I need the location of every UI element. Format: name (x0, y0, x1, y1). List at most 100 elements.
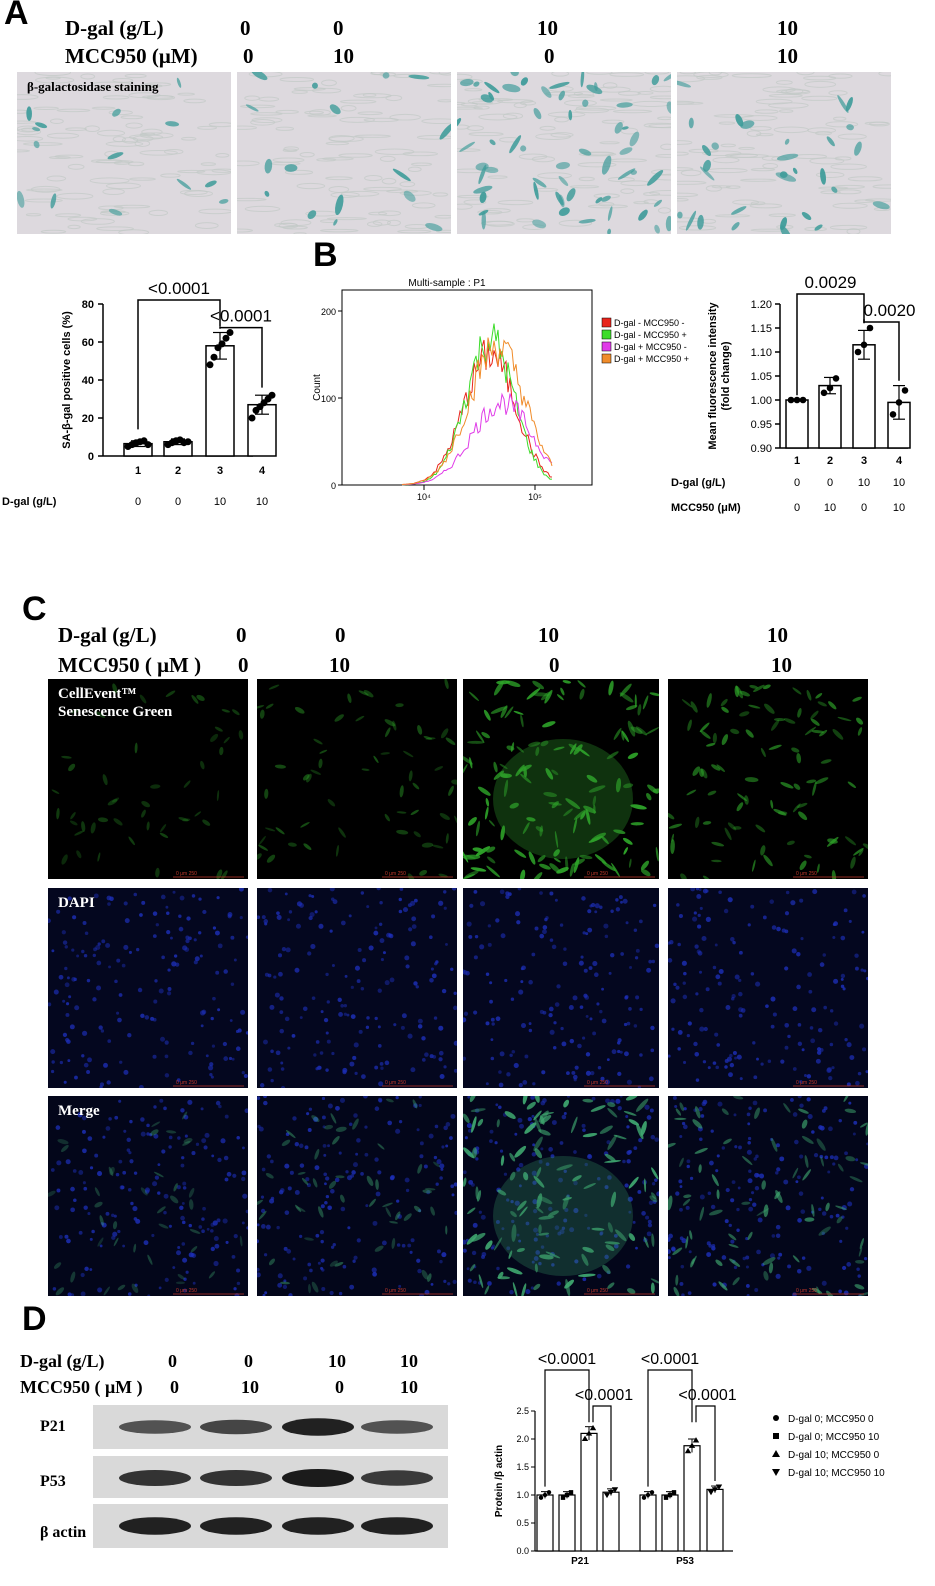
nucleus (838, 1289, 842, 1294)
green-cell (451, 779, 457, 785)
cell-outline (609, 72, 645, 77)
nucleus (778, 1252, 783, 1257)
nucleus (287, 1186, 292, 1191)
nucleus (126, 1137, 131, 1143)
nucleus (499, 1051, 505, 1057)
cell-outline (293, 87, 326, 91)
data-point (144, 441, 152, 449)
y-axis-label: SA-β-gal positive cells (%) (61, 311, 73, 449)
green-cell (650, 1282, 655, 1294)
nucleus (419, 1141, 424, 1146)
nucleus (264, 1291, 268, 1295)
green-cell (560, 687, 565, 696)
cell-outline (312, 87, 342, 94)
nucleus (218, 1104, 222, 1109)
nucleus (700, 1114, 705, 1118)
green-cell (265, 703, 274, 709)
nucleus (715, 1065, 720, 1070)
nucleus (646, 1231, 652, 1237)
stained-cell (541, 86, 552, 98)
bands (119, 1469, 433, 1487)
green-cell (499, 763, 508, 770)
nucleus (153, 999, 158, 1004)
green-cell (380, 752, 390, 755)
nucleus (538, 1261, 542, 1266)
stained-cell (740, 120, 755, 129)
nucleus (65, 1037, 70, 1043)
green-cell (377, 1143, 385, 1150)
stained-cell (595, 197, 603, 204)
green-cell (500, 1155, 505, 1166)
nucleus (686, 1033, 690, 1038)
nucleus (241, 1071, 245, 1075)
nucleus (451, 1193, 455, 1197)
nucleus (515, 911, 521, 917)
green-cell (407, 873, 415, 879)
green-cell (670, 839, 675, 854)
nucleus (801, 1048, 805, 1052)
nucleus (545, 1162, 550, 1166)
green-cell (564, 1279, 575, 1289)
cell-outline (17, 109, 29, 114)
nucleus (556, 1281, 561, 1286)
nucleus (152, 1054, 157, 1059)
nucleus (99, 1085, 103, 1088)
dgal-value: 0 (168, 1351, 177, 1371)
nucleus (242, 1146, 245, 1150)
cell-outline (768, 213, 796, 218)
green-cell (590, 832, 606, 842)
nucleus (625, 921, 629, 925)
nucleus (114, 1115, 119, 1120)
nucleus (322, 1125, 326, 1129)
nucleus (582, 931, 586, 935)
green-cell (471, 1232, 486, 1242)
green-cell (475, 1186, 479, 1200)
nucleus (321, 1096, 326, 1101)
cell-outline (339, 116, 375, 123)
green-cell (541, 1112, 555, 1116)
nucleus (748, 1198, 753, 1202)
nucleus (695, 992, 699, 996)
nucleus (263, 1100, 268, 1106)
nucleus (435, 1182, 439, 1186)
nucleus (270, 1159, 274, 1164)
nucleus (554, 1002, 560, 1007)
nucleus (473, 1280, 477, 1285)
green-cell (141, 809, 146, 818)
green-cell (61, 854, 68, 865)
cell-outline (353, 93, 392, 99)
nucleus (71, 948, 75, 952)
nucleus (332, 1242, 336, 1247)
nucleus (83, 1205, 88, 1210)
legend-label: D-gal 0; MCC950 10 (788, 1432, 880, 1443)
nucleus (166, 991, 172, 996)
nucleus (118, 1099, 122, 1103)
cell-outline (815, 130, 832, 136)
cell-outline (599, 141, 620, 145)
green-cell (533, 1283, 541, 1291)
nucleus (216, 896, 220, 900)
nucleus (840, 935, 846, 941)
nucleus (822, 953, 827, 957)
cell-outline (677, 140, 693, 145)
scale-bar-text: 0 μm 250 (587, 1288, 608, 1294)
nucleus (679, 1185, 683, 1188)
nucleus (709, 1160, 714, 1166)
green-cell (771, 1138, 778, 1152)
nucleus (755, 1154, 759, 1159)
dgal-value: 10 (893, 477, 905, 489)
cell-outline (609, 158, 648, 163)
nucleus (294, 967, 300, 973)
nucleus (190, 1253, 195, 1257)
nucleus (407, 1033, 413, 1039)
nucleus (321, 1115, 326, 1120)
nucleus (123, 1069, 129, 1075)
stained-cell (555, 161, 570, 170)
nucleus (116, 958, 121, 963)
dgal-row-label: D-gal (g/L) (65, 16, 164, 40)
nucleus (164, 1054, 169, 1059)
scale-bar-text: 0 μm 250 (796, 1080, 817, 1086)
nucleus (182, 1257, 188, 1263)
nucleus (579, 1005, 584, 1009)
stained-cell (33, 140, 40, 149)
